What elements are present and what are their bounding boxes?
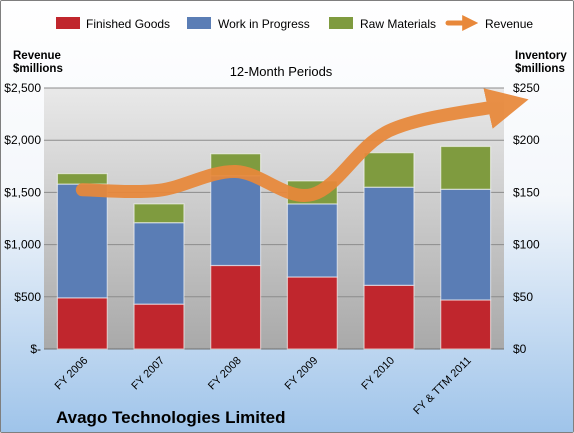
bar-segment-raw-materials — [440, 145, 492, 190]
left-tick-label: $1,000 — [4, 238, 41, 252]
left-tick-label: $500 — [14, 290, 41, 304]
right-axis-ticks: $0 $50 $100 $150 $200 $250 — [513, 81, 540, 356]
right-axis-title-line1: Inventory — [515, 50, 567, 62]
bar-segment-work-in-progress — [56, 183, 108, 299]
revenue-line — [75, 88, 529, 202]
bar-segment-finished-goods — [286, 276, 338, 350]
left-tick-label: $2,000 — [4, 133, 41, 147]
bar-segment-work-in-progress — [286, 203, 338, 278]
left-tick-label: $2,500 — [4, 81, 41, 95]
legend-swatch-raw-materials — [329, 17, 353, 29]
right-axis-title-line2: $millions — [515, 63, 565, 75]
legend-label-raw-materials: Raw Materials — [360, 17, 436, 31]
bar-segment-finished-goods — [440, 299, 492, 350]
legend-swatch-finished-goods — [56, 17, 80, 29]
bar-segment-work-in-progress — [440, 188, 492, 301]
bar-segment-finished-goods — [133, 303, 185, 350]
bar-segment-work-in-progress — [133, 222, 185, 305]
right-tick-label: $50 — [513, 290, 533, 304]
bar-segment-raw-materials — [56, 173, 108, 185]
legend-label-work-in-progress: Work in Progress — [218, 17, 310, 31]
left-tick-label: $1,500 — [4, 185, 41, 199]
right-tick-label: $200 — [513, 133, 540, 147]
left-axis-title-line1: Revenue — [13, 50, 61, 62]
bar-segment-finished-goods — [363, 284, 415, 350]
plot-area — [44, 88, 504, 349]
right-tick-label: $150 — [513, 185, 540, 199]
left-tick-label: $- — [30, 342, 41, 356]
legend-label-revenue: Revenue — [485, 17, 533, 31]
bar-segment-raw-materials — [133, 203, 185, 224]
right-tick-label: $250 — [513, 81, 540, 95]
right-tick-label: $0 — [513, 342, 527, 356]
legend-swatch-work-in-progress — [187, 17, 211, 29]
left-axis-title-line2: $millions — [13, 63, 63, 75]
bar-segment-finished-goods — [210, 264, 262, 350]
legend: Finished Goods Work in Progress Raw Mate… — [56, 14, 533, 32]
bar-segment-work-in-progress — [363, 186, 415, 286]
legend-label-finished-goods: Finished Goods — [86, 17, 170, 31]
bar-segment-work-in-progress — [210, 175, 262, 267]
right-tick-label: $100 — [513, 238, 540, 252]
company-name: Avago Technologies Limited — [56, 408, 286, 427]
chart-title: 12-Month Periods — [230, 64, 333, 79]
bar-segment-raw-materials — [363, 152, 415, 188]
bar-segment-finished-goods — [56, 297, 108, 350]
left-axis-ticks: $- $500 $1,000 $1,500 $2,000 $2,500 — [4, 81, 41, 356]
